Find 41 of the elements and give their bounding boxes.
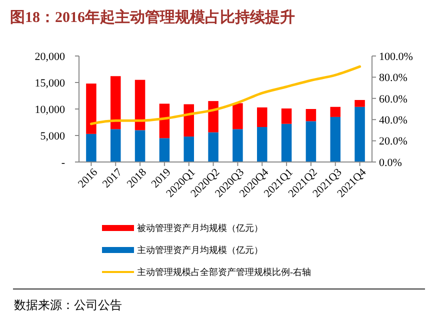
- bar: [232, 103, 243, 130]
- bar: [354, 100, 365, 107]
- bar: [306, 109, 316, 122]
- bar: [134, 130, 146, 162]
- bar: [281, 124, 292, 162]
- y-tick-label: 15,000: [34, 77, 66, 90]
- y2-tick-label: 20.0%: [379, 136, 408, 148]
- y-tick-label: 10,000: [34, 104, 66, 116]
- bar: [256, 127, 268, 162]
- line-series: [90, 65, 362, 126]
- y2-tick-label: 100.0%: [379, 50, 413, 63]
- y-tick-label: 5,000: [40, 130, 66, 142]
- bar: [256, 107, 268, 128]
- bar: [110, 129, 121, 162]
- bar: [306, 121, 316, 162]
- bar: [330, 116, 340, 162]
- chart-title: 图18：2016年起主动管理规模占比持续提升: [10, 8, 295, 26]
- bar: [86, 134, 96, 162]
- bar: [159, 104, 170, 138]
- y-tick-label: -: [61, 156, 66, 169]
- bar: [86, 84, 96, 134]
- bar: [159, 138, 170, 162]
- bar: [232, 129, 243, 162]
- bar: [134, 80, 146, 130]
- bar: [330, 106, 340, 117]
- legend-label: 主动管理资产月均规模（亿元）: [137, 245, 263, 256]
- y2-tick-label: 60.0%: [379, 93, 408, 106]
- bar: [208, 132, 218, 162]
- bar: [208, 101, 218, 132]
- bar: [184, 104, 194, 137]
- y2-tick-label: 40.0%: [379, 114, 408, 126]
- bar: [354, 106, 365, 162]
- bar: [110, 76, 121, 130]
- y2-tick-label: 0.0%: [379, 156, 402, 169]
- y-tick-label: 20,000: [34, 50, 66, 63]
- bar: [184, 136, 194, 162]
- legend-label: 主动管理规模占全部资产管理规模比例-右轴: [137, 267, 311, 278]
- source-note: 数据来源：公司公告: [14, 298, 122, 312]
- bar: [281, 108, 292, 124]
- y2-tick-label: 80.0%: [379, 72, 408, 84]
- legend-label: 被动管理资产月均规模（亿元）: [137, 223, 263, 234]
